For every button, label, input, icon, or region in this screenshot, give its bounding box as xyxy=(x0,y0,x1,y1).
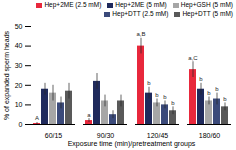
svg-text:Exposure time (min)/pretreatme: Exposure time (min)/pretreatment groups xyxy=(68,140,196,148)
svg-text:A: A xyxy=(35,115,39,121)
svg-text:b: b xyxy=(155,92,159,98)
html-text:Hep+2ME (5 mM): Hep+2ME (5 mM) xyxy=(115,1,167,8)
svg-text:b: b xyxy=(223,96,227,102)
svg-text:b: b xyxy=(171,100,175,106)
html-text:Hep+GSH (5 mM): Hep+GSH (5 mM) xyxy=(180,1,233,8)
svg-text:30: 30 xyxy=(15,62,23,69)
svg-text:b: b xyxy=(163,94,167,100)
svg-text:60/15: 60/15 xyxy=(45,132,63,139)
svg-text:20: 20 xyxy=(15,82,23,89)
svg-text:0: 0 xyxy=(19,121,23,128)
svg-text:40: 40 xyxy=(15,42,23,49)
html-text:Hep+2ME (2.5 mM): Hep+2ME (2.5 mM) xyxy=(44,1,102,8)
svg-text:a,C: a,C xyxy=(188,55,198,61)
svg-text:% of expanded sperm heads: % of expanded sperm heads xyxy=(3,30,11,120)
svg-text:b: b xyxy=(147,80,151,86)
svg-text:50: 50 xyxy=(15,23,23,30)
svg-text:120/45: 120/45 xyxy=(147,132,169,139)
html-text:Hep+DTT (2.5 mM): Hep+DTT (2.5 mM) xyxy=(112,10,169,17)
svg-text:180/60: 180/60 xyxy=(199,132,221,139)
svg-text:b: b xyxy=(207,90,211,96)
svg-text:a: a xyxy=(87,112,91,118)
svg-text:b: b xyxy=(199,76,203,82)
svg-text:a,B: a,B xyxy=(136,31,145,37)
html-text:Hep+DTT (5 mM): Hep+DTT (5 mM) xyxy=(182,10,233,17)
svg-text:b: b xyxy=(215,86,219,92)
svg-text:90/30: 90/30 xyxy=(97,132,115,139)
svg-text:10: 10 xyxy=(15,101,23,108)
